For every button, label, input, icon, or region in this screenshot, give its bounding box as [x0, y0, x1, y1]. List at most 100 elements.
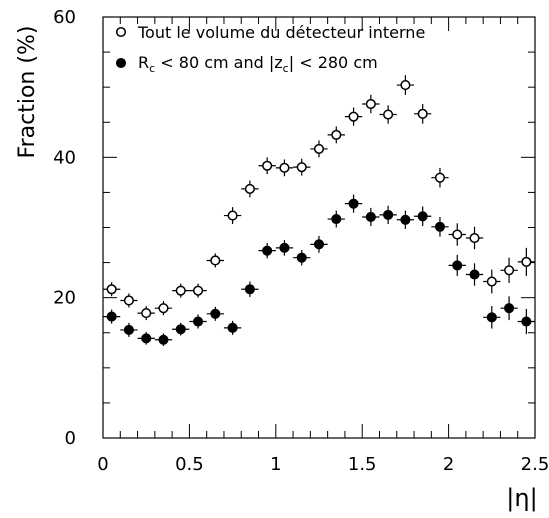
legend-label-cut: Rc < 80 cm and |zc| < 280 cm — [138, 53, 378, 75]
data-point-filled — [310, 235, 328, 253]
data-point-open — [275, 159, 294, 177]
marker-open — [279, 162, 290, 173]
data-point-filled — [448, 254, 466, 276]
legend-label-mid: < 80 cm and |z — [155, 53, 282, 72]
data-point-open — [120, 293, 138, 308]
data-point-filled — [258, 242, 276, 259]
marker-open — [504, 265, 515, 276]
marker-open — [313, 143, 325, 154]
data-point-open — [448, 223, 466, 246]
marker-filled — [469, 269, 480, 280]
y-axis-label: Fraction (%) — [15, 26, 40, 159]
data-point-filled — [465, 263, 484, 286]
marker-filled — [348, 198, 359, 209]
marker-open — [400, 80, 411, 91]
data-point-open — [465, 226, 484, 250]
data-point-open — [223, 207, 242, 224]
data-point-filled — [154, 333, 173, 347]
y-tick-label: 20 — [53, 288, 76, 309]
legend-label-r: R — [138, 53, 149, 72]
marker-filled — [141, 333, 152, 344]
plot-frame — [102, 16, 536, 439]
data-point-filled — [344, 194, 363, 213]
data-point-filled — [172, 322, 190, 336]
marker-filled — [383, 209, 394, 220]
marker-filled — [106, 311, 117, 322]
data-point-filled — [223, 320, 242, 335]
legend: Tout le volume du détecteur interne Rc <… — [115, 23, 425, 75]
data-point-filled — [120, 322, 138, 337]
data-point-open — [396, 75, 415, 95]
marker-open — [175, 285, 186, 296]
data-point-open — [241, 180, 259, 198]
marker-open — [434, 172, 446, 183]
marker-open — [486, 276, 497, 287]
marker-filled — [227, 322, 238, 333]
marker-filled — [400, 214, 411, 225]
marker-open — [158, 303, 169, 314]
marker-filled — [331, 214, 342, 225]
data-point-open — [172, 283, 190, 298]
marker-open — [244, 183, 255, 194]
data-point-open — [483, 269, 501, 294]
data-point-filled — [517, 308, 535, 335]
data-point-open — [431, 167, 449, 188]
x-tick-label: 0 — [97, 454, 108, 475]
data-point-filled — [431, 216, 449, 237]
data-point-filled — [137, 332, 155, 345]
marker-open — [262, 160, 273, 171]
axis-ticks — [102, 16, 536, 439]
marker-filled — [486, 312, 497, 323]
data-point-filled — [293, 249, 311, 266]
data-point-filled — [362, 207, 380, 227]
data-point-open — [293, 158, 311, 176]
data-point-filled — [275, 240, 294, 256]
data-points — [103, 75, 535, 347]
data-point-filled — [379, 205, 397, 224]
data-point-filled — [500, 296, 518, 321]
legend-label-sub-c: c — [149, 62, 155, 75]
data-point-open — [327, 126, 345, 144]
data-point-open — [258, 157, 276, 175]
data-point-filled — [241, 281, 259, 297]
marker-open — [192, 285, 204, 296]
data-point-filled — [327, 210, 345, 228]
marker-filled — [521, 316, 532, 327]
marker-filled — [452, 260, 463, 271]
data-point-open — [517, 247, 535, 276]
marker-filled — [313, 239, 325, 250]
x-axis-label: |η| — [506, 484, 537, 512]
marker-filled — [175, 324, 186, 335]
data-point-filled — [483, 306, 501, 329]
plot-border — [102, 16, 536, 439]
data-point-open — [362, 94, 380, 114]
marker-open — [417, 108, 428, 119]
marker-open — [123, 295, 134, 306]
marker-filled — [192, 316, 204, 327]
legend-label-sub-c2: c — [283, 62, 289, 75]
data-point-open — [103, 282, 121, 297]
marker-open — [296, 162, 307, 173]
marker-open — [141, 308, 152, 319]
data-point-open — [500, 257, 518, 283]
marker-open — [469, 232, 480, 244]
marker-filled — [279, 242, 290, 253]
marker-filled — [296, 252, 307, 263]
x-tick-label: 1 — [270, 454, 281, 475]
marker-filled — [417, 211, 428, 222]
marker-open — [210, 255, 221, 266]
marker-open — [106, 284, 117, 295]
data-point-open — [154, 301, 173, 316]
marker-open — [383, 109, 394, 120]
x-tick-label: 1.5 — [348, 454, 377, 475]
marker-open — [227, 210, 238, 221]
data-point-open — [206, 253, 224, 268]
y-tick-label: 0 — [65, 428, 76, 449]
data-point-open — [379, 105, 397, 124]
x-tick-label: 2 — [443, 454, 454, 475]
x-tick-label: 2.5 — [521, 454, 549, 475]
marker-filled — [244, 284, 255, 295]
marker-open — [452, 229, 463, 240]
data-point-filled — [189, 314, 207, 329]
